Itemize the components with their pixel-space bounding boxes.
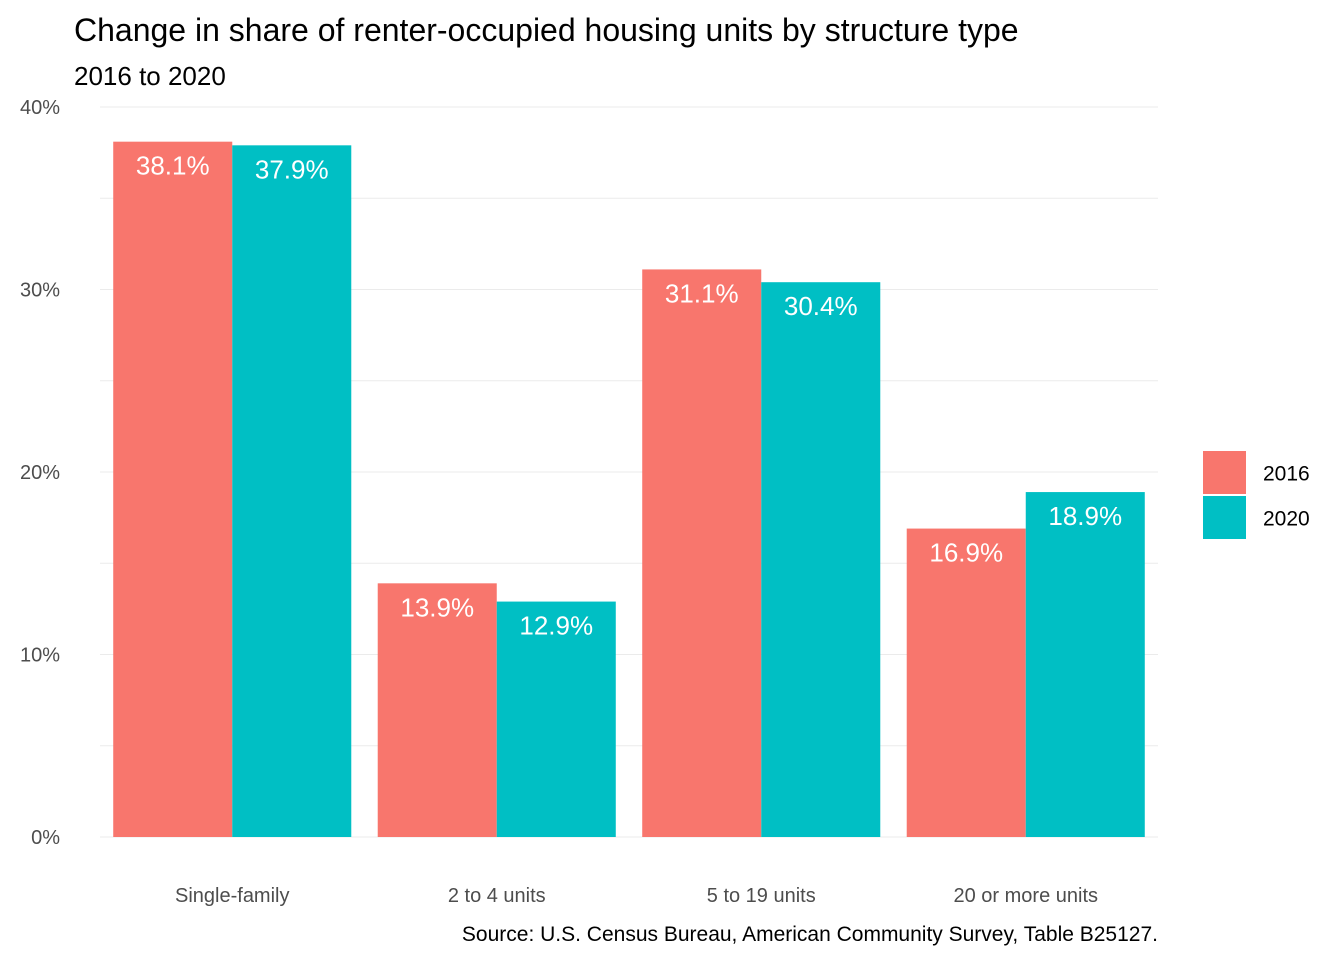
y-tick-label: 30% [20,280,60,302]
bar-value-label: 13.9% [400,592,474,622]
y-axis-ticks: 0% 10% 20% 30% 40% [20,97,60,849]
chart-title: Change in share of renter-occupied housi… [74,12,1019,48]
bar-2016-0 [113,141,233,838]
bar-value-label: 18.9% [1048,501,1122,531]
y-tick-label: 10% [20,645,60,667]
bar-2020-1 [496,601,616,837]
bar-value-label: 30.4% [784,291,858,321]
legend: 2016 2020 [1203,451,1310,539]
legend-key-2020 [1203,496,1246,539]
x-tick-label: 20 or more units [953,885,1098,907]
legend-label: 2016 [1263,463,1310,486]
y-tick-label: 0% [31,827,60,849]
x-axis-ticks: Single-family 2 to 4 units 5 to 19 units 20… [175,885,1098,907]
bar-2016-1 [377,583,497,837]
bar-2016-3 [906,528,1026,837]
chart-subtitle: 2016 to 2020 [74,61,226,91]
legend-key-2016 [1203,451,1246,494]
bars [113,141,1145,838]
x-tick-label: 2 to 4 units [448,885,546,907]
bar-2020-3 [1025,492,1145,837]
bar-value-label: 31.1% [665,278,739,308]
bar-2016-2 [642,269,762,837]
bar-2020-0 [232,145,352,837]
y-tick-label: 40% [20,97,60,119]
x-tick-label: 5 to 19 units [707,885,816,907]
x-tick-label: Single-family [175,885,289,907]
bar-value-label: 12.9% [519,611,593,641]
legend-label: 2020 [1263,508,1310,531]
chart-caption: Source: U.S. Census Bureau, American Com… [462,923,1158,946]
bar-value-label: 16.9% [929,538,1003,568]
bar-value-label: 38.1% [136,151,210,181]
y-tick-label: 20% [20,462,60,484]
bar-2020-2 [761,282,881,837]
bar-value-label: 37.9% [255,154,329,184]
bar-labels: 38.1% 37.9% 13.9% 12.9% 31.1% 30.4% 16.9% 18.9% [136,151,1122,641]
